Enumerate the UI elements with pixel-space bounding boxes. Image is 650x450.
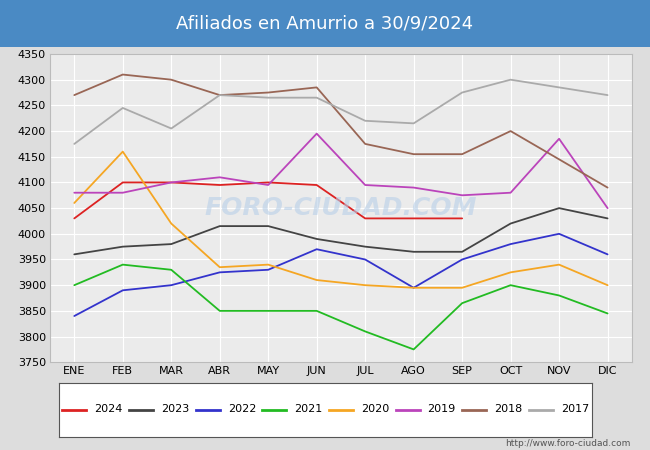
Text: 2023: 2023 [161,405,189,414]
Text: 2021: 2021 [294,405,322,414]
Text: Afiliados en Amurrio a 30/9/2024: Afiliados en Amurrio a 30/9/2024 [176,14,474,33]
Text: http://www.foro-ciudad.com: http://www.foro-ciudad.com [505,439,630,448]
Text: 2017: 2017 [561,405,589,414]
Text: 2022: 2022 [227,405,256,414]
Text: 2019: 2019 [428,405,456,414]
Text: 2020: 2020 [361,405,389,414]
Text: FORO-CIUDAD.COM: FORO-CIUDAD.COM [205,196,477,220]
Text: 2018: 2018 [494,405,523,414]
Text: 2024: 2024 [94,405,123,414]
